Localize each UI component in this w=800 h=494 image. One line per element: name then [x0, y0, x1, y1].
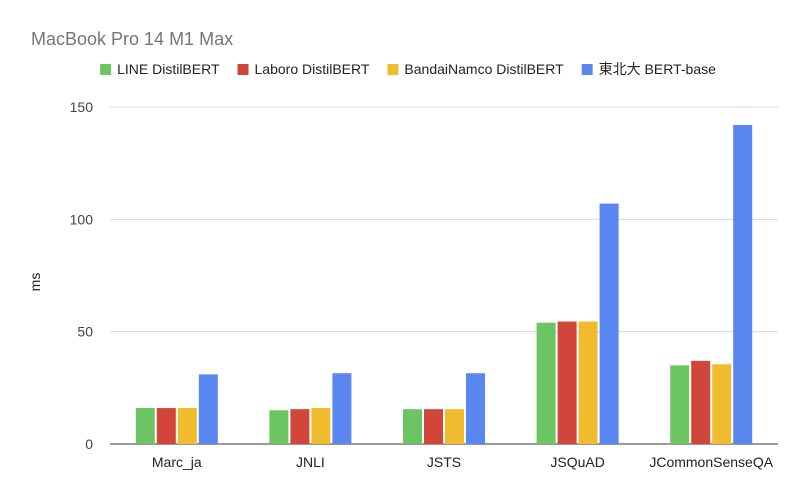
- legend-label: LINE DistilBERT: [117, 61, 220, 77]
- y-axis-ticks: 0 50 100 150: [70, 99, 94, 452]
- bar: [135, 408, 155, 444]
- x-category-label: Marc_ja: [152, 454, 202, 470]
- bar: [424, 409, 443, 444]
- bar: [578, 321, 598, 444]
- bar: [691, 360, 711, 444]
- bar: [445, 409, 464, 444]
- legend: LINE DistilBERT Laboro DistilBERT BandaiNa…: [100, 61, 716, 77]
- bar: [733, 124, 753, 445]
- legend-item: 東北大 BERT-base: [581, 61, 716, 77]
- bar: [332, 373, 352, 444]
- chart-title: MacBook Pro 14 M1 Max: [31, 29, 233, 49]
- legend-label: 東北大 BERT-base: [599, 61, 716, 77]
- x-category-label: JCommonSenseQA: [649, 454, 773, 470]
- bar: [156, 408, 176, 444]
- y-tick-label: 0: [85, 436, 93, 452]
- gridlines: [110, 106, 778, 445]
- y-tick-label: 100: [70, 211, 94, 227]
- y-tick-label: 50: [77, 324, 93, 340]
- legend-item: BandaiNamco DistilBERT: [387, 61, 564, 77]
- legend-item: Laboro DistilBERT: [237, 61, 370, 77]
- bar: [290, 409, 310, 444]
- legend-swatch: [387, 64, 399, 75]
- bar: [536, 322, 556, 444]
- x-category-label: JSTS: [427, 454, 461, 470]
- bar: [557, 321, 577, 444]
- bar: [466, 373, 485, 444]
- bar: [269, 410, 289, 444]
- legend-item: LINE DistilBERT: [100, 61, 220, 77]
- x-axis-categories: Marc_ja JNLI JSTS JSQuAD JCommonSenseQA: [152, 454, 774, 470]
- legend-label: BandaiNamco DistilBERT: [404, 61, 564, 77]
- bar: [177, 408, 197, 444]
- bar: [311, 408, 331, 444]
- legend-swatch: [100, 64, 112, 75]
- x-category-label: JNLI: [296, 454, 325, 470]
- bar: [599, 203, 619, 444]
- y-tick-label: 150: [70, 99, 94, 115]
- y-axis-label: ms: [27, 273, 43, 292]
- legend-swatch: [237, 64, 249, 75]
- bar: [712, 364, 732, 444]
- bar: [198, 374, 218, 444]
- x-category-label: JSQuAD: [550, 454, 604, 470]
- bar: [670, 365, 690, 444]
- bars: [135, 124, 753, 445]
- legend-swatch: [581, 64, 593, 75]
- bar: [403, 409, 422, 444]
- legend-label: Laboro DistilBERT: [255, 61, 370, 77]
